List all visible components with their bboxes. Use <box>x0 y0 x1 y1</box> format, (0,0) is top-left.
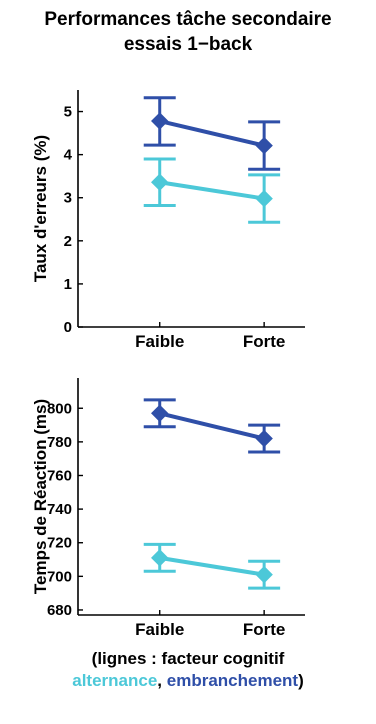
chart-panel-2: 680 700 720 740 760 780 800 Faible Forte Temps de… <box>31 378 305 639</box>
y-tick-label: 760 <box>47 467 72 484</box>
series-2 <box>143 157 281 224</box>
legend-line1: (lignes : facteur cognitif <box>91 649 285 668</box>
y-tick-label: 0 <box>64 319 72 336</box>
data-point <box>255 565 273 584</box>
y-tick-label: 680 <box>47 602 72 619</box>
charts: 0 1 2 3 4 5 Faible Forte Taux d'erreurs (%) 680 70… <box>31 90 305 639</box>
y-axis-label: Taux d'erreurs (%) <box>31 135 50 282</box>
data-point <box>151 404 169 423</box>
legend-suffix: ) <box>298 671 304 690</box>
y-tick-label: 700 <box>47 568 72 585</box>
y-tick-label: 2 <box>64 233 72 250</box>
series-line <box>159 555 265 577</box>
x-tick-label: Faible <box>135 620 184 639</box>
series-1 <box>143 398 281 454</box>
y-tick-label: 4 <box>64 147 73 164</box>
series-line <box>159 119 265 148</box>
figure-title-line2: essais 1−back <box>123 34 253 55</box>
y-tick-label: 3 <box>64 190 72 207</box>
y-tick-label: 720 <box>47 535 72 552</box>
data-point <box>255 189 273 208</box>
data-point <box>151 549 169 567</box>
legend-alternance: alternance <box>72 671 158 690</box>
y-tick-label: 740 <box>47 501 72 518</box>
legend-embranchement: embranchement <box>166 671 299 690</box>
series-1 <box>143 96 281 171</box>
legend-comma: , <box>157 671 163 690</box>
data-point <box>255 136 273 155</box>
figure-title-line1: Performances tâche secondaire <box>44 9 332 30</box>
series-2 <box>143 542 281 590</box>
series-line <box>159 180 265 201</box>
y-tick-label: 780 <box>47 434 72 451</box>
y-tick-label: 800 <box>47 400 72 417</box>
y-tick-label: 1 <box>64 276 72 293</box>
data-point <box>151 173 169 191</box>
data-point <box>151 112 169 130</box>
x-tick-label: Faible <box>135 332 184 351</box>
series-line <box>159 411 265 441</box>
chart-panel-1: 0 1 2 3 4 5 Faible Forte Taux d'erreurs (%) <box>31 90 305 351</box>
legend-line2: alternance, embranchement) <box>0 670 376 692</box>
data-point <box>255 429 273 448</box>
y-axis-label: Temps de Réaction (ms) <box>31 399 50 594</box>
x-tick-label: Forte <box>243 620 286 639</box>
x-tick-label: Forte <box>243 332 286 351</box>
y-tick-label: 5 <box>64 104 72 121</box>
